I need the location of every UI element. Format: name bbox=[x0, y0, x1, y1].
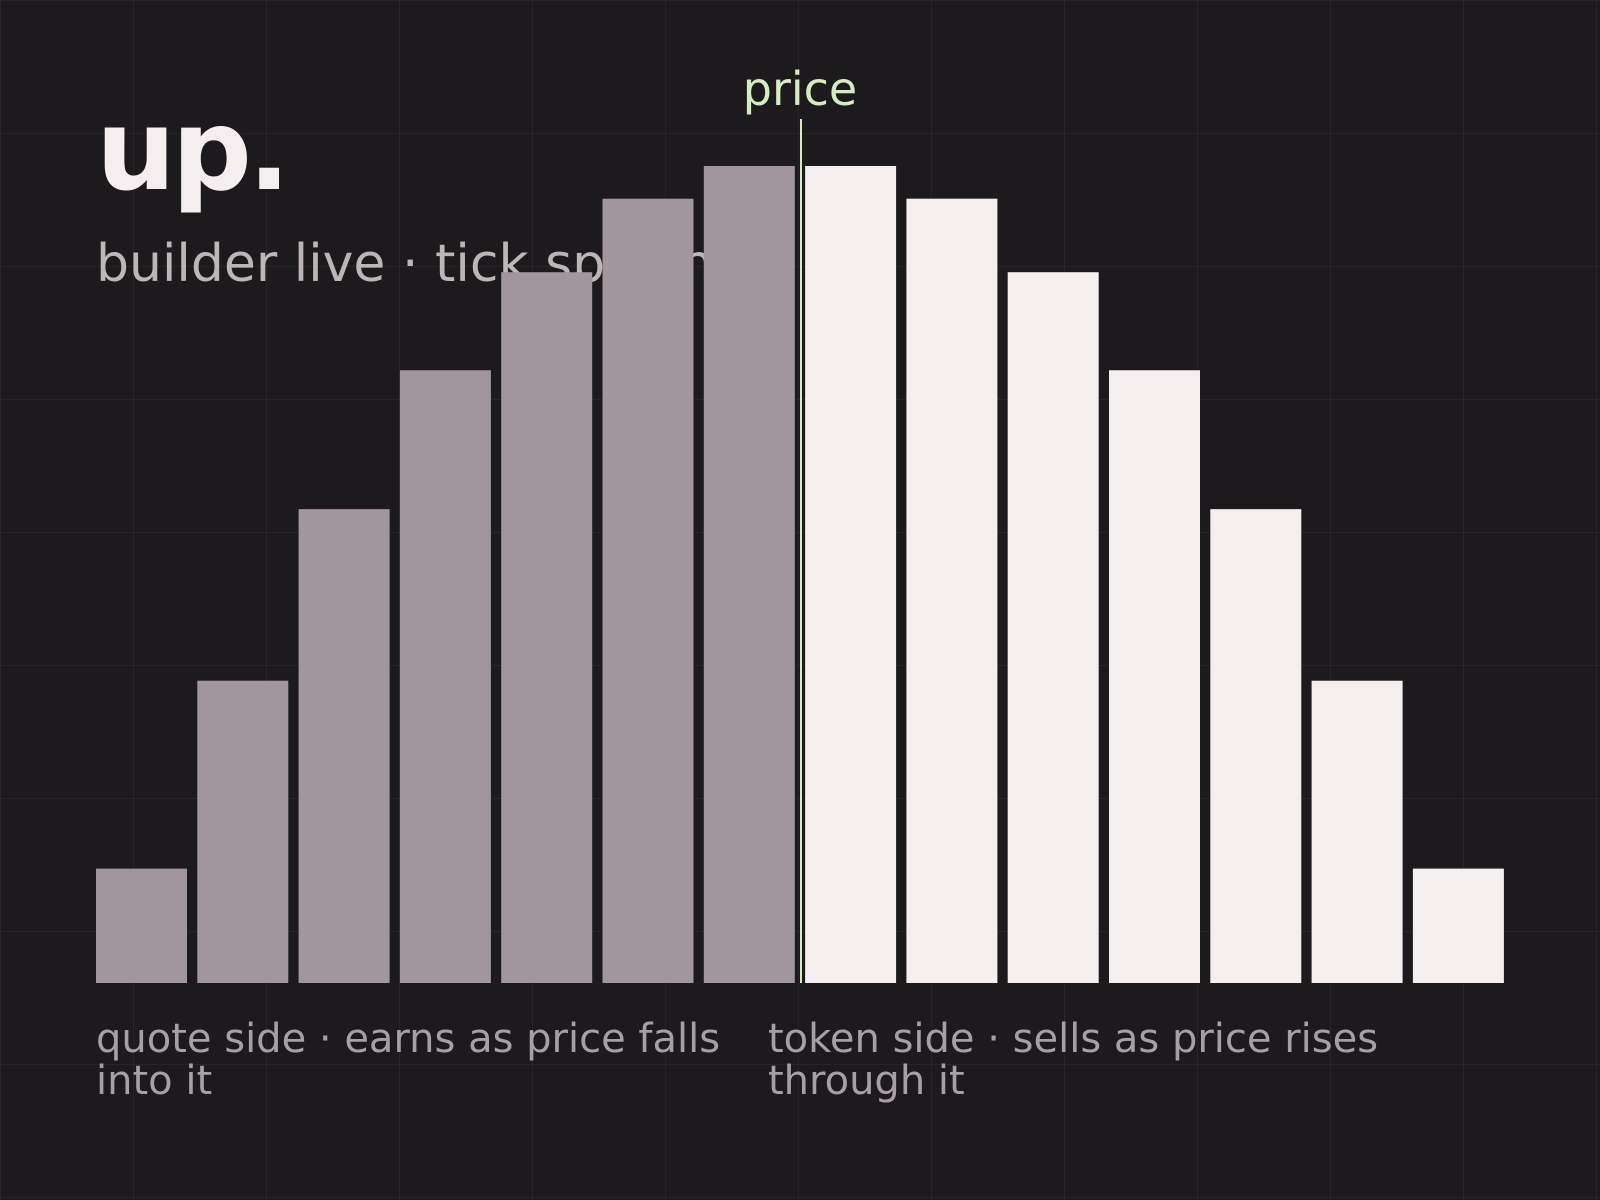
price-label: price bbox=[743, 62, 857, 116]
bar bbox=[1109, 370, 1200, 983]
legend-entry: token side · sells as price rises throug… bbox=[768, 1016, 1379, 1104]
bar bbox=[805, 166, 897, 983]
bar bbox=[197, 680, 289, 983]
bar bbox=[602, 198, 694, 983]
bar bbox=[1311, 680, 1403, 983]
chart-title: up. bbox=[96, 86, 286, 216]
bars bbox=[96, 166, 1504, 984]
bar bbox=[501, 272, 593, 984]
legend-entry: quote side · earns as price falls into i… bbox=[96, 1016, 721, 1104]
bar bbox=[1210, 509, 1302, 983]
bar bbox=[298, 509, 390, 983]
bar bbox=[703, 166, 795, 983]
bar bbox=[906, 198, 998, 983]
bar bbox=[1007, 272, 1099, 984]
bar bbox=[399, 370, 491, 983]
bar bbox=[96, 868, 187, 983]
bar bbox=[1412, 868, 1504, 983]
